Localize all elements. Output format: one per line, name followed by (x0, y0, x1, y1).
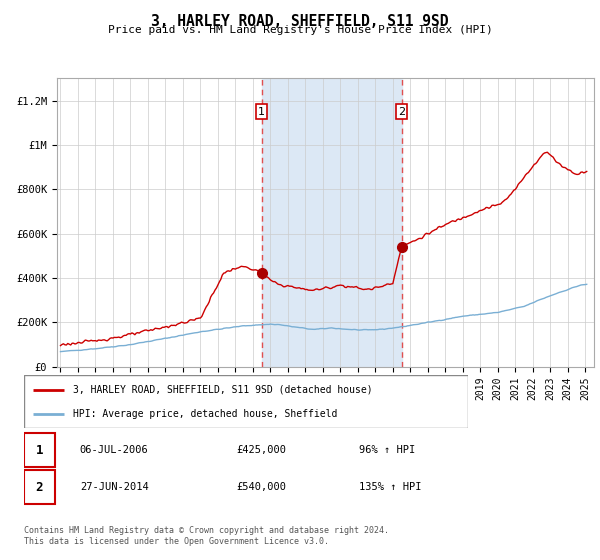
Text: 27-JUN-2014: 27-JUN-2014 (80, 482, 149, 492)
Text: 1: 1 (258, 106, 265, 116)
Text: 96% ↑ HPI: 96% ↑ HPI (359, 445, 415, 455)
FancyBboxPatch shape (24, 470, 55, 505)
Text: 135% ↑ HPI: 135% ↑ HPI (359, 482, 421, 492)
Text: 2: 2 (35, 480, 43, 494)
Text: 3, HARLEY ROAD, SHEFFIELD, S11 9SD (detached house): 3, HARLEY ROAD, SHEFFIELD, S11 9SD (deta… (73, 385, 373, 395)
Text: HPI: Average price, detached house, Sheffield: HPI: Average price, detached house, Shef… (73, 409, 337, 419)
Text: 2: 2 (398, 106, 405, 116)
FancyBboxPatch shape (24, 375, 468, 428)
Text: £425,000: £425,000 (236, 445, 286, 455)
FancyBboxPatch shape (24, 433, 55, 468)
Text: £540,000: £540,000 (236, 482, 286, 492)
Text: Price paid vs. HM Land Registry's House Price Index (HPI): Price paid vs. HM Land Registry's House … (107, 25, 493, 35)
Text: 06-JUL-2006: 06-JUL-2006 (80, 445, 149, 455)
Text: Contains HM Land Registry data © Crown copyright and database right 2024.
This d: Contains HM Land Registry data © Crown c… (24, 526, 389, 546)
Bar (262, 78, 401, 367)
Text: 3, HARLEY ROAD, SHEFFIELD, S11 9SD: 3, HARLEY ROAD, SHEFFIELD, S11 9SD (151, 14, 449, 29)
Text: 1: 1 (35, 444, 43, 457)
